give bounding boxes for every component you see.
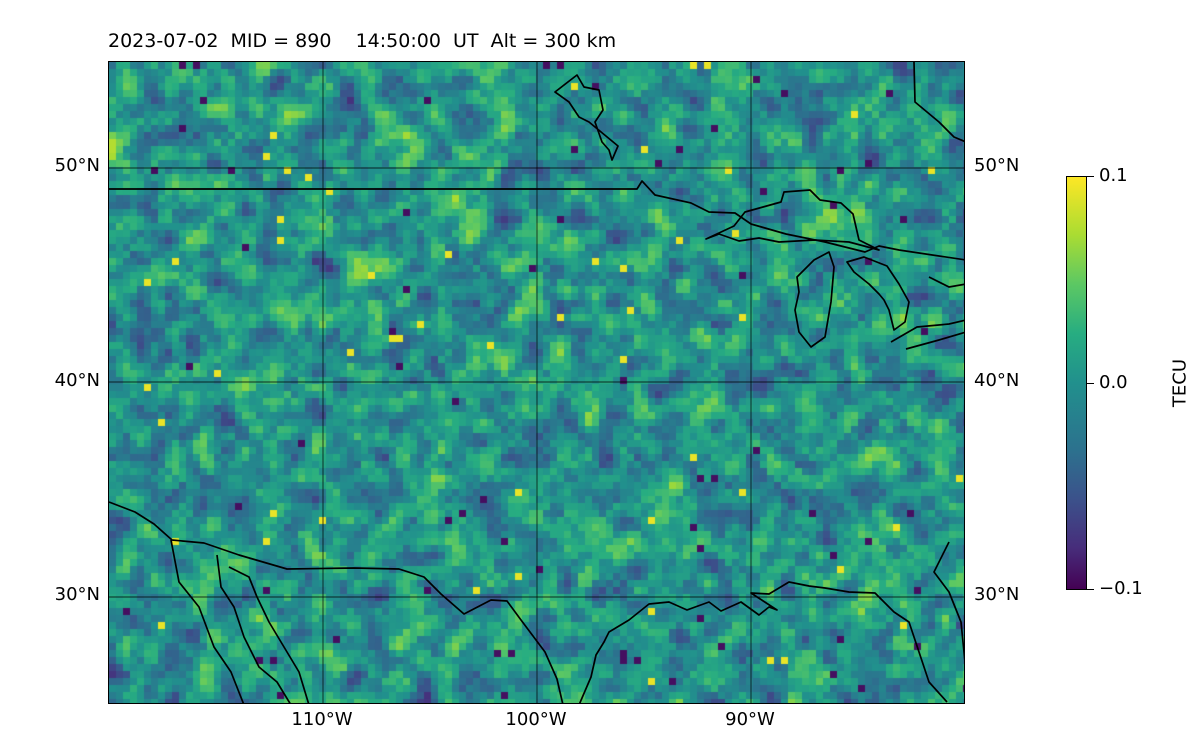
us-canada-border — [109, 180, 964, 261]
gridlines — [109, 62, 964, 703]
colorbar-label-min: −0.1 — [1099, 578, 1143, 599]
colorbar-title: TECU — [1169, 358, 1191, 408]
lat-label-50n-left: 50°N — [54, 155, 100, 176]
lake-michigan — [794, 251, 835, 348]
lake-ontario — [928, 276, 964, 288]
title-altitude: Alt = 300 km — [490, 30, 617, 52]
mexico-west-coast — [228, 566, 310, 703]
colorbar-tick-mid — [1087, 383, 1094, 385]
florida-coast — [933, 541, 964, 661]
lon-label-110w: 110°W — [291, 709, 353, 730]
tec-heatmap — [109, 62, 964, 703]
title-mid: MID = 890 — [230, 30, 332, 52]
east-canada-coast — [913, 62, 964, 143]
baja-peninsula — [216, 554, 291, 703]
colorbar-label-max: 0.1 — [1099, 165, 1128, 186]
map-overlay — [109, 62, 964, 703]
lat-label-30n-left: 30°N — [54, 584, 100, 605]
lat-label-30n-right: 30°N — [974, 584, 1020, 605]
baja-coast — [170, 539, 245, 703]
colorbar-tick-bottom — [1087, 589, 1094, 591]
coastlines — [109, 62, 964, 703]
lat-label-50n-right: 50°N — [974, 155, 1020, 176]
lat-label-40n-right: 40°N — [974, 370, 1020, 391]
title-time: 14:50:00 UT — [355, 30, 479, 52]
colorbar-tick-top — [1087, 176, 1094, 178]
lake-superior — [705, 189, 880, 251]
lon-label-100w: 100°W — [505, 709, 567, 730]
lon-label-90w: 90°W — [725, 709, 775, 730]
lat-label-40n-left: 40°N — [54, 370, 100, 391]
lake-huron — [846, 256, 910, 331]
lake-erie — [890, 319, 964, 350]
map-title: 2023-07-02 MID = 890 14:50:00 UT Alt = 3… — [108, 30, 616, 52]
colorbar-label-zero: 0.0 — [1099, 372, 1128, 393]
title-date: 2023-07-02 — [108, 30, 219, 52]
hudson-bay-coast — [554, 74, 619, 161]
gulf-coast — [578, 581, 948, 703]
us-mexico-border — [109, 501, 564, 703]
colorbar — [1066, 176, 1087, 590]
tec-map — [108, 61, 965, 704]
